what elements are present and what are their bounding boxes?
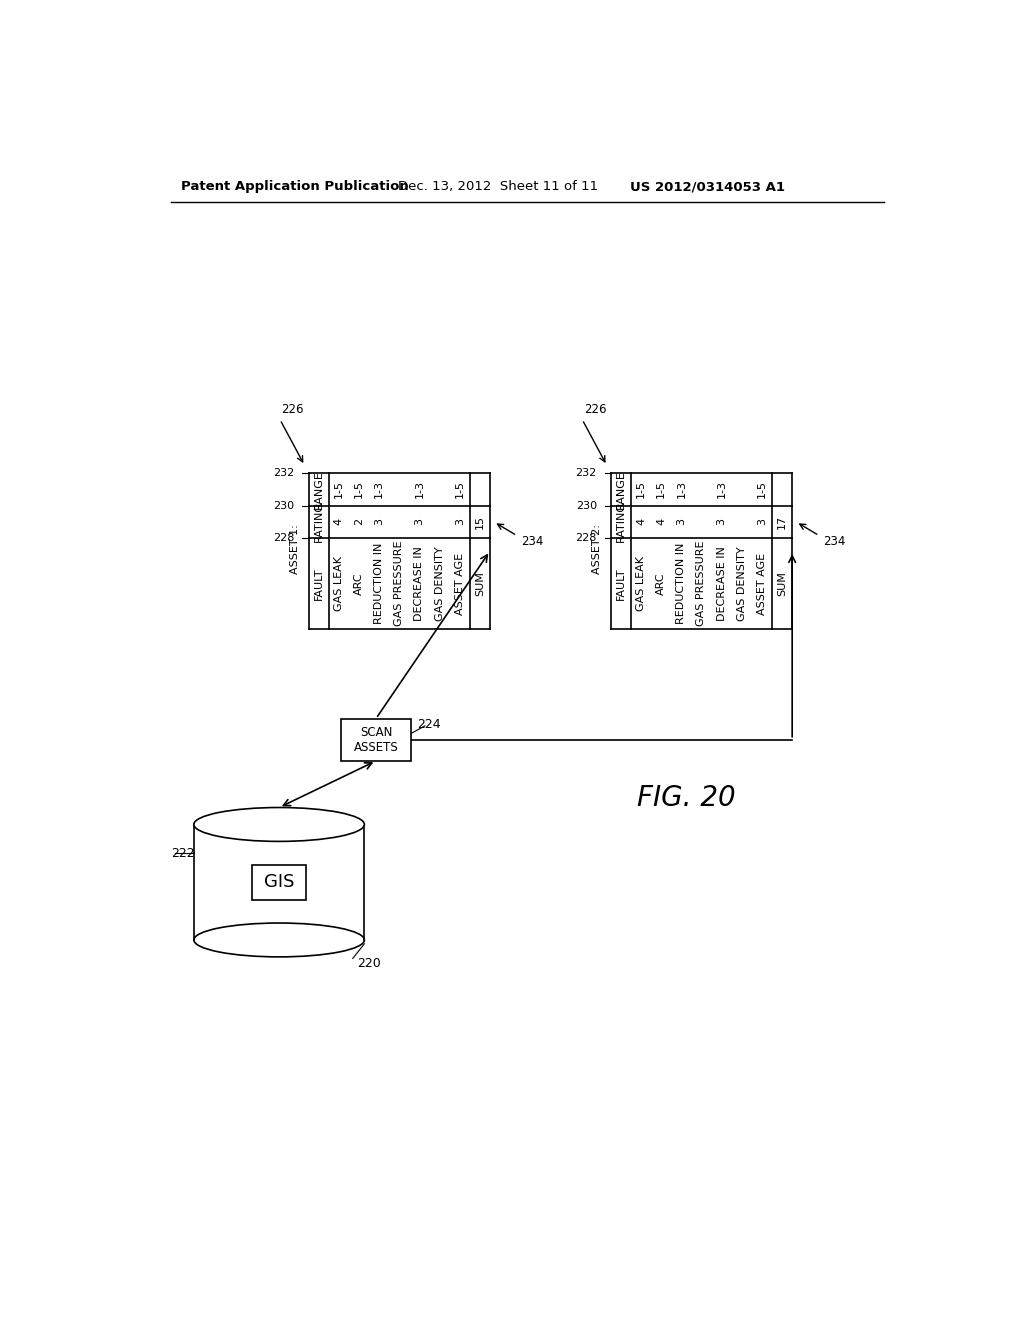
Text: 17: 17: [777, 515, 787, 529]
Text: 1-5: 1-5: [455, 480, 465, 499]
Text: 232: 232: [273, 469, 295, 478]
Text: 226: 226: [584, 403, 606, 416]
Text: 234: 234: [823, 535, 846, 548]
Text: RANGE: RANGE: [313, 470, 324, 510]
Text: FAULT: FAULT: [615, 568, 626, 599]
Text: FAULT: FAULT: [313, 568, 324, 599]
Text: ASSET 1:: ASSET 1:: [290, 524, 300, 574]
Text: 232: 232: [575, 469, 597, 478]
Text: 228: 228: [273, 533, 295, 543]
Text: GIS: GIS: [264, 874, 294, 891]
Text: 15: 15: [475, 515, 484, 529]
Text: 224: 224: [417, 718, 440, 731]
Text: GAS PRESSURE: GAS PRESSURE: [696, 541, 707, 626]
Text: 1-3: 1-3: [374, 480, 384, 499]
Text: 230: 230: [273, 500, 295, 511]
Text: 4: 4: [636, 519, 646, 525]
Text: 222: 222: [171, 847, 195, 859]
Text: 3: 3: [757, 519, 767, 525]
Text: GAS DENSITY: GAS DENSITY: [737, 546, 746, 620]
Text: GAS PRESSURE: GAS PRESSURE: [394, 541, 404, 626]
Text: 2: 2: [354, 519, 364, 525]
Text: RATING: RATING: [313, 502, 324, 543]
Text: DECREASE IN: DECREASE IN: [717, 546, 727, 620]
Ellipse shape: [194, 808, 365, 841]
Text: 228: 228: [575, 533, 597, 543]
Text: 220: 220: [356, 957, 380, 970]
Text: ASSET AGE: ASSET AGE: [455, 552, 465, 615]
Text: REDUCTION IN: REDUCTION IN: [676, 543, 686, 624]
Text: 1-5: 1-5: [334, 480, 344, 499]
Text: 1-3: 1-3: [717, 480, 727, 499]
Text: GAS LEAK: GAS LEAK: [334, 556, 344, 611]
Text: Dec. 13, 2012  Sheet 11 of 11: Dec. 13, 2012 Sheet 11 of 11: [397, 181, 598, 194]
Text: DECREASE IN: DECREASE IN: [415, 546, 424, 620]
Text: 1-3: 1-3: [676, 480, 686, 499]
Text: ARC: ARC: [354, 572, 364, 595]
Text: ARC: ARC: [656, 572, 667, 595]
Text: FIG. 20: FIG. 20: [637, 784, 735, 812]
Text: 1-5: 1-5: [354, 480, 364, 499]
Text: 226: 226: [282, 403, 304, 416]
Text: REDUCTION IN: REDUCTION IN: [374, 543, 384, 624]
Text: 4: 4: [656, 519, 667, 525]
Text: 3: 3: [717, 519, 727, 525]
Text: SUM: SUM: [475, 572, 484, 595]
Text: SCAN: SCAN: [359, 726, 392, 739]
Text: 1-5: 1-5: [636, 480, 646, 499]
Text: 1-5: 1-5: [757, 480, 767, 499]
Text: GAS LEAK: GAS LEAK: [636, 556, 646, 611]
Text: 230: 230: [575, 500, 597, 511]
Text: GAS DENSITY: GAS DENSITY: [434, 546, 444, 620]
Text: 3: 3: [415, 519, 424, 525]
Text: US 2012/0314053 A1: US 2012/0314053 A1: [630, 181, 785, 194]
Text: 1-3: 1-3: [415, 480, 424, 499]
FancyBboxPatch shape: [252, 865, 306, 899]
Text: RANGE: RANGE: [615, 470, 626, 510]
Text: 1-5: 1-5: [656, 480, 667, 499]
Text: ASSETS: ASSETS: [353, 741, 398, 754]
Text: ASSET AGE: ASSET AGE: [757, 552, 767, 615]
Text: SUM: SUM: [777, 572, 787, 595]
Bar: [341, 718, 411, 760]
Text: 4: 4: [334, 519, 344, 525]
Text: Patent Application Publication: Patent Application Publication: [180, 181, 409, 194]
Text: 3: 3: [455, 519, 465, 525]
Text: 3: 3: [374, 519, 384, 525]
Text: ASSET 2:: ASSET 2:: [592, 524, 602, 574]
Text: RATING: RATING: [615, 502, 626, 543]
Text: 234: 234: [521, 535, 544, 548]
Text: 3: 3: [676, 519, 686, 525]
